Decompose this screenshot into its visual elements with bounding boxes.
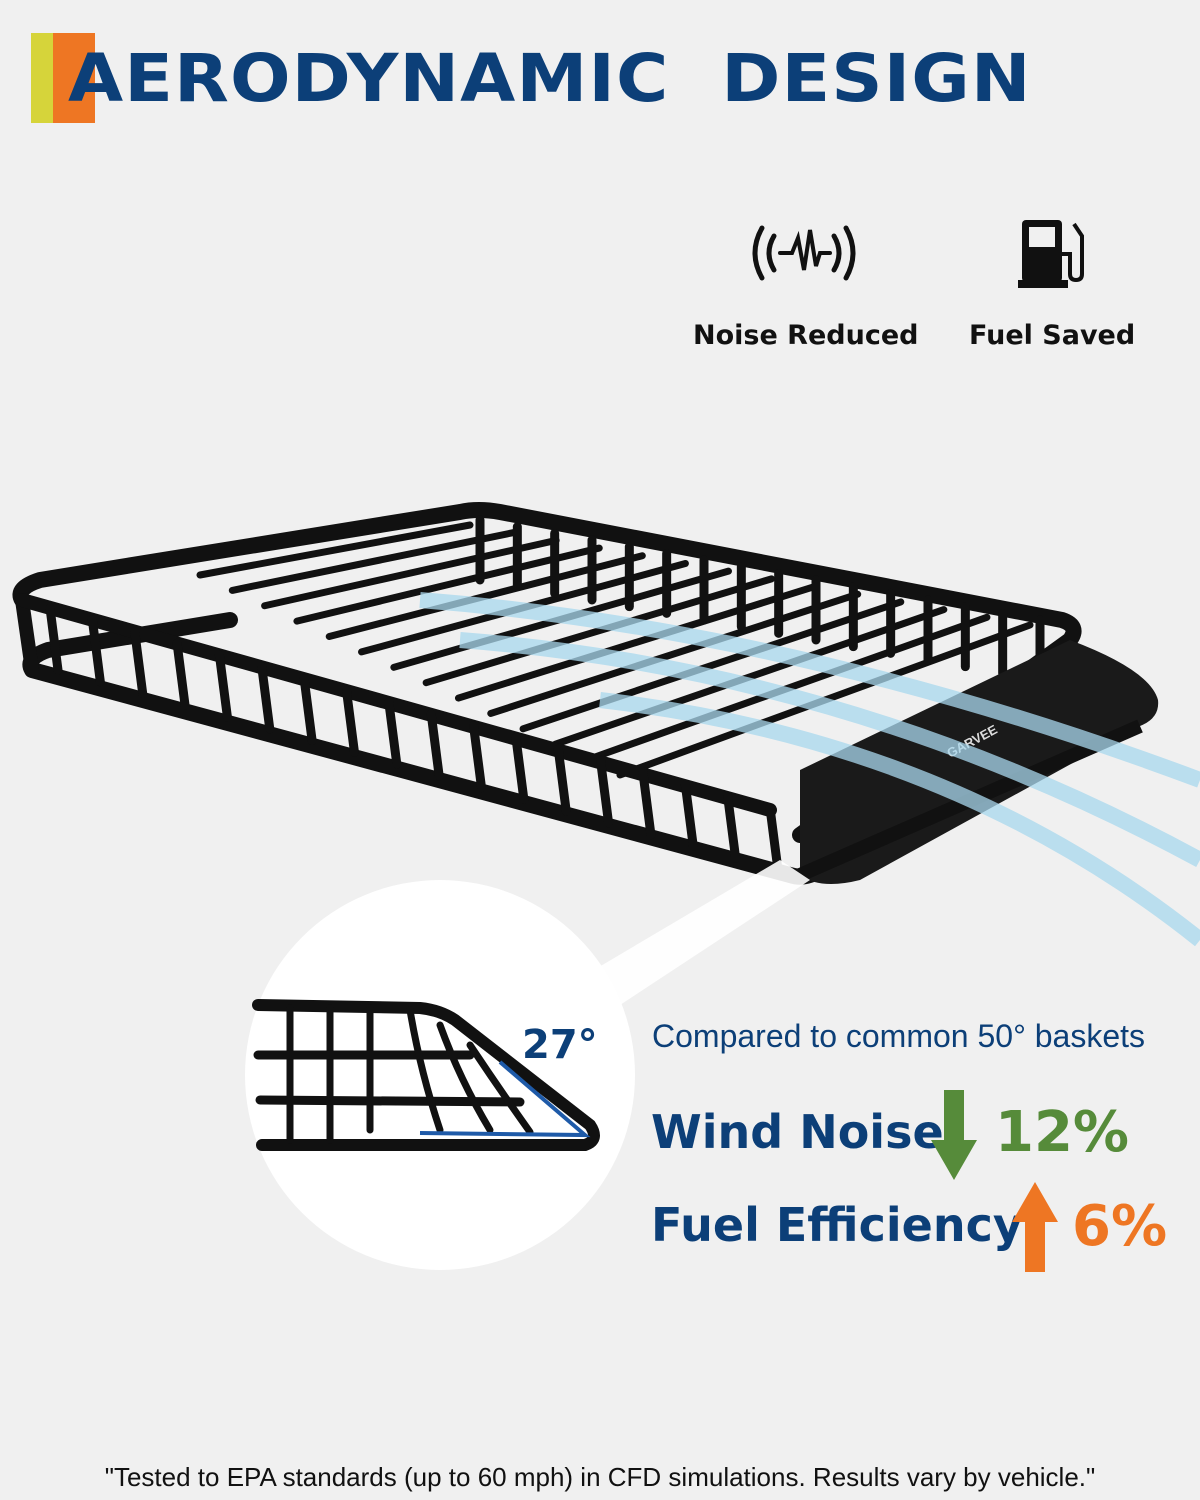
- fuel-efficiency-value: 6%: [1072, 1194, 1168, 1259]
- basket-floor-bar: [551, 606, 948, 748]
- sound-wave-icon: [752, 225, 856, 281]
- fuel-pump-icon: [1018, 220, 1084, 288]
- basket-front-bar: [172, 638, 190, 710]
- arrow-down-icon: [931, 1090, 977, 1180]
- basket-front-bar: [596, 756, 614, 828]
- arrow-up-icon: [1012, 1182, 1058, 1272]
- basket-front-bar: [214, 650, 232, 722]
- basket-front-bar: [384, 697, 402, 769]
- basket-floor-bar: [487, 590, 862, 717]
- basket-front-bar: [638, 768, 656, 840]
- basket-front-bar: [130, 627, 148, 699]
- basket-floor-bar: [519, 598, 905, 733]
- footnote: "Tested to EPA standards (up to 60 mph) …: [104, 1462, 1096, 1492]
- basket-floor-bar: [228, 529, 517, 594]
- fuel-efficiency-label: Fuel Efficiency: [651, 1198, 1023, 1252]
- angle-label: 27°: [522, 1022, 598, 1068]
- comparison-intro: Compared to common 50° baskets: [652, 1018, 1146, 1054]
- basket-floor-bar: [261, 536, 560, 610]
- basket-front-bar: [87, 615, 105, 687]
- basket-front-bar: [299, 674, 317, 746]
- basket-front-bar: [680, 779, 698, 851]
- basket-floor-bar: [454, 583, 819, 702]
- basket-front-bar: [511, 732, 529, 804]
- page-title: AERODYNAMIC DESIGN: [68, 40, 1032, 117]
- basket-front-bar: [45, 603, 63, 675]
- title-accent-orange: [53, 33, 95, 123]
- basket-front-bar: [426, 709, 444, 781]
- basket-front-bar: [257, 662, 275, 734]
- roof-basket-image: GARVEE: [12, 502, 1200, 947]
- basket-floor-bar: [422, 575, 776, 687]
- basket-front-bar: [469, 721, 487, 793]
- feature-label-noise: Noise Reduced: [693, 320, 919, 351]
- wind-noise-label: Wind Noise: [651, 1105, 944, 1159]
- feature-label-fuel: Fuel Saved: [969, 320, 1136, 351]
- title-accent-yellow: [31, 33, 53, 123]
- basket-front-bar: [553, 744, 571, 816]
- zoom-callout: [245, 860, 810, 1270]
- wind-noise-value: 12%: [995, 1100, 1130, 1165]
- basket-front-bar: [723, 791, 741, 863]
- basket-floor-bar: [196, 521, 474, 579]
- basket-floor-bar: [293, 544, 603, 625]
- basket-front-bar: [341, 685, 359, 757]
- basket-front-bar: [765, 803, 783, 875]
